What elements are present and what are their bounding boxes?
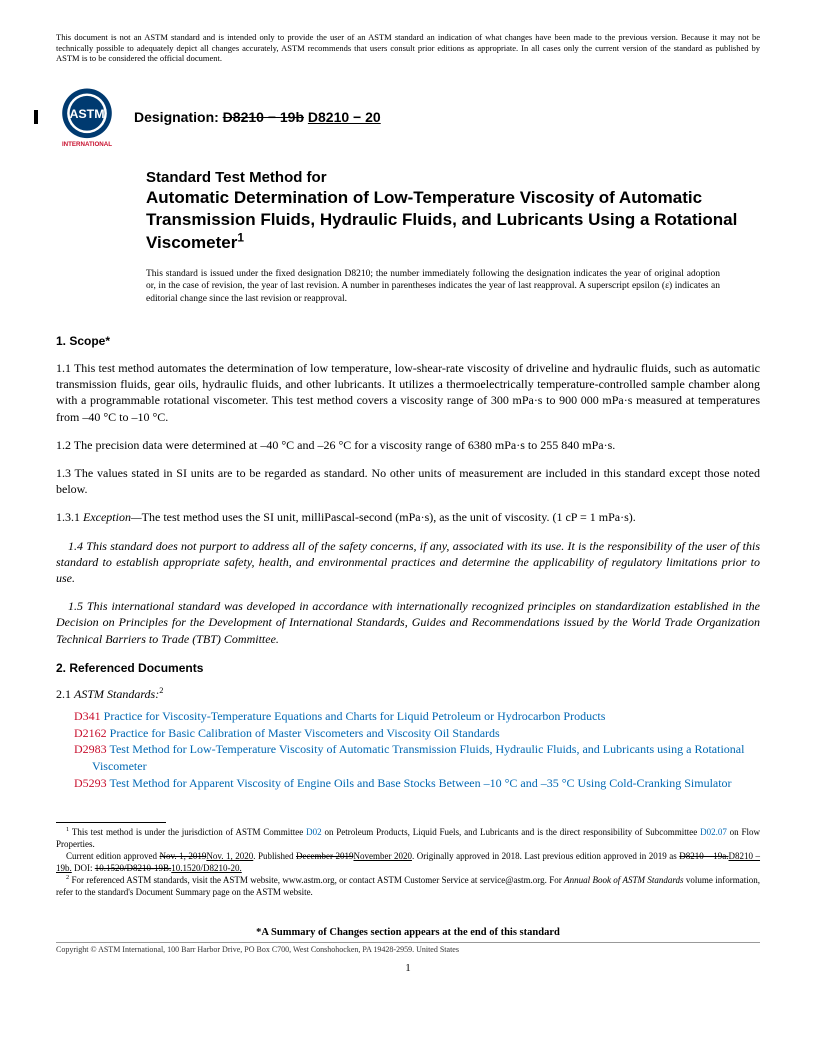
astm-logo-icon: ASTM INTERNATIONAL — [56, 86, 118, 148]
reference-list: D341 Practice for Viscosity-Temperature … — [74, 708, 760, 792]
title-pre: Standard Test Method for — [146, 168, 740, 188]
svg-text:ASTM: ASTM — [69, 107, 104, 121]
para-1-5: 1.5 This international standard was deve… — [56, 598, 760, 647]
title-main: Automatic Determination of Low-Temperatu… — [146, 187, 740, 253]
summary-changes-note: *A Summary of Changes section appears at… — [56, 927, 760, 938]
page: This document is not an ASTM standard an… — [0, 0, 816, 1056]
title-block: Standard Test Method for Automatic Deter… — [146, 168, 740, 254]
footnote-1b: Current edition approved Nov. 1, 2019Nov… — [56, 850, 760, 874]
footnote-rule — [56, 822, 166, 823]
change-bar-icon — [34, 110, 38, 124]
footnotes: 1 This test method is under the jurisdic… — [56, 826, 760, 899]
ref-item: D5293 Test Method for Apparent Viscosity… — [74, 775, 760, 792]
ref-item: D2162 Practice for Basic Calibration of … — [74, 725, 760, 742]
copyright: Copyright © ASTM International, 100 Barr… — [56, 942, 760, 954]
designation-label: Designation: — [134, 109, 219, 125]
para-1-3: 1.3 The values stated in SI units are to… — [56, 465, 760, 497]
issue-note: This standard is issued under the fixed … — [146, 268, 720, 306]
refdocs-heading: 2. Referenced Documents — [56, 661, 760, 675]
astm-standards-subhead: 2.1 ASTM Standards:2 — [56, 687, 760, 702]
para-1-1: 1.1 This test method automates the deter… — [56, 360, 760, 425]
top-disclaimer: This document is not an ASTM standard an… — [56, 32, 760, 64]
designation: Designation: D8210 − 19b D8210 − 20 — [134, 109, 381, 125]
page-number: 1 — [56, 962, 760, 974]
designation-old: D8210 − 19b — [223, 109, 304, 125]
scope-heading: 1. Scope* — [56, 334, 760, 348]
para-1-4: 1.4 This standard does not purport to ad… — [56, 538, 760, 587]
para-1-2: 1.2 The precision data were determined a… — [56, 437, 760, 453]
ref-item: D2983 Test Method for Low-Temperature Vi… — [74, 741, 760, 775]
footnote-1: 1 This test method is under the jurisdic… — [56, 826, 760, 850]
footnote-2: 2 For referenced ASTM standards, visit t… — [56, 874, 760, 898]
svg-text:INTERNATIONAL: INTERNATIONAL — [62, 141, 112, 148]
designation-new: D8210 − 20 — [308, 109, 381, 125]
header-row: ASTM INTERNATIONAL Designation: D8210 − … — [56, 86, 760, 148]
ref-item: D341 Practice for Viscosity-Temperature … — [74, 708, 760, 725]
para-1-3-1: 1.3.1 Exception—The test method uses the… — [56, 509, 760, 525]
